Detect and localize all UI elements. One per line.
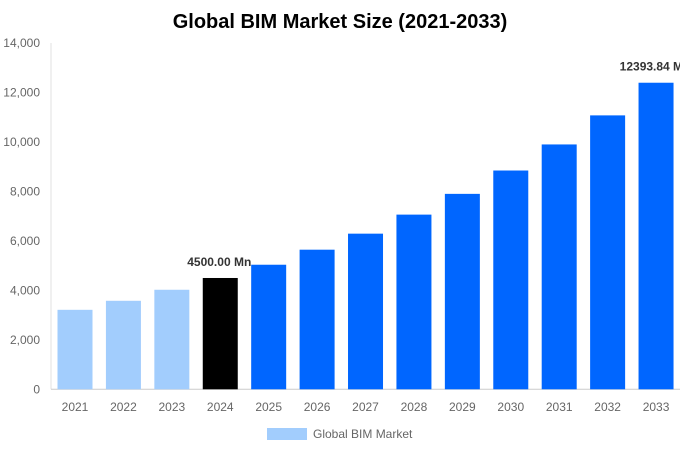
- legend-swatch: [267, 428, 307, 440]
- y-tick-label: 4,000: [10, 283, 40, 297]
- y-tick-label: 0: [33, 382, 40, 396]
- bar-2024: [202, 277, 238, 390]
- bar-2022: [105, 300, 141, 390]
- x-tick-label: 2021: [62, 400, 89, 414]
- legend-label: Global BIM Market: [313, 427, 413, 441]
- bar-2021: [57, 309, 93, 390]
- bar-2032: [590, 115, 626, 390]
- x-tick-label: 2033: [643, 400, 670, 414]
- x-tick-label: 2027: [352, 400, 379, 414]
- x-tick-label: 2030: [497, 400, 524, 414]
- x-tick-label: 2024: [207, 400, 234, 414]
- x-tick-label: 2023: [158, 400, 185, 414]
- x-tick-label: 2026: [304, 400, 331, 414]
- y-tick-label: 12,000: [3, 85, 40, 99]
- bar-2030: [493, 170, 529, 390]
- x-tick-label: 2025: [255, 400, 282, 414]
- y-tick-label: 6,000: [10, 234, 40, 248]
- y-tick-label: 2,000: [10, 333, 40, 347]
- x-tick-label: 2029: [449, 400, 476, 414]
- y-tick-label: 8,000: [10, 184, 40, 198]
- bar-2027: [348, 233, 384, 390]
- bar-2025: [251, 264, 287, 390]
- x-tick-label: 2022: [110, 400, 137, 414]
- bar-2029: [444, 193, 480, 390]
- data-label: 4500.00 Mn: [187, 255, 251, 269]
- bar-2026: [299, 249, 335, 390]
- x-tick-label: 2028: [401, 400, 428, 414]
- bar-2033: [638, 82, 674, 390]
- chart-title: Global BIM Market Size (2021-2033): [173, 11, 508, 33]
- x-tick-label: 2032: [594, 400, 621, 414]
- y-tick-label: 10,000: [3, 135, 40, 149]
- x-tick-label: 2031: [546, 400, 573, 414]
- bar-2031: [541, 144, 577, 390]
- data-label: 12393.84 Mn: [620, 60, 680, 74]
- bar-2028: [396, 214, 432, 390]
- bar-2023: [154, 289, 190, 390]
- y-tick-label: 14,000: [3, 36, 40, 50]
